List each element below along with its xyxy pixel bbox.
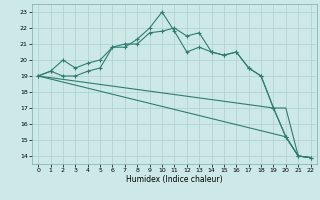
X-axis label: Humidex (Indice chaleur): Humidex (Indice chaleur) <box>126 175 223 184</box>
